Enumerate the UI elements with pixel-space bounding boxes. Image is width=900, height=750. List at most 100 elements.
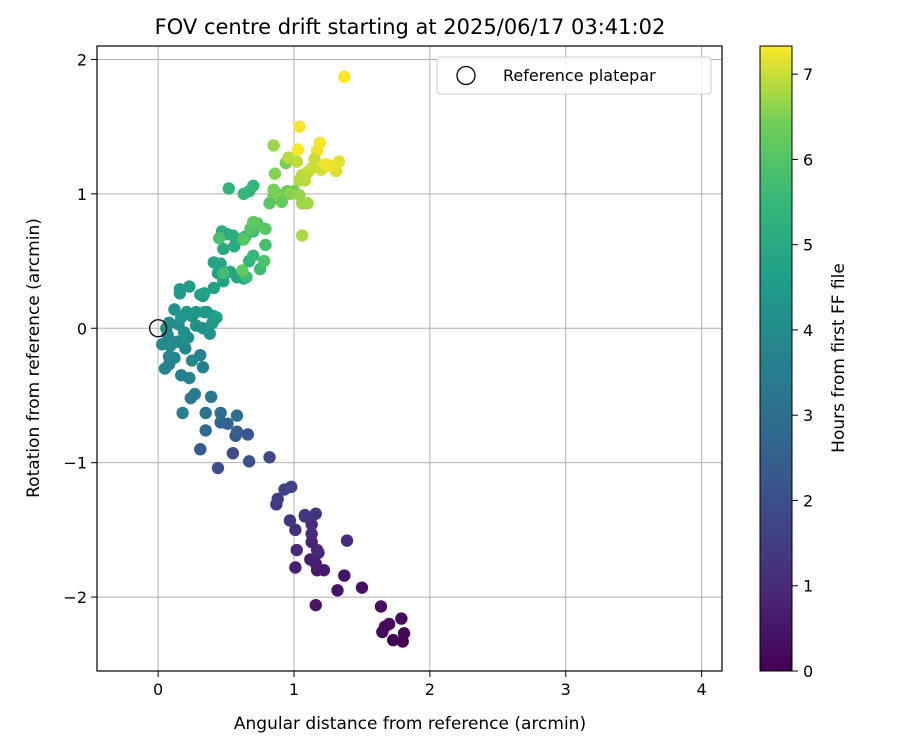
- scatter-point: [168, 303, 181, 316]
- y-tick-label: −1: [63, 454, 87, 473]
- scatter-point: [237, 233, 250, 246]
- scatter-point: [199, 406, 212, 420]
- scatter-point: [247, 215, 260, 229]
- scatter-point: [295, 229, 309, 242]
- scatter-point: [214, 257, 227, 270]
- scatter-point: [194, 443, 207, 456]
- scatter-point: [241, 428, 255, 441]
- scatter-point: [293, 120, 306, 133]
- scatter-point: [283, 187, 297, 201]
- colorbar-tick-label: 1: [803, 577, 813, 596]
- y-tick-label: 1: [77, 185, 87, 204]
- colorbar-label: Hours from first FF file: [829, 263, 849, 453]
- scatter-point: [217, 266, 230, 280]
- scatter-point: [395, 612, 408, 625]
- scatter-point: [298, 174, 312, 187]
- scatter-point: [179, 342, 192, 355]
- colorbar-tick-label: 3: [803, 406, 813, 425]
- scatter-point: [158, 362, 172, 375]
- scatter-point: [317, 563, 331, 577]
- scatter-point: [211, 461, 225, 475]
- y-tick-label: 0: [77, 319, 87, 338]
- scatter-point: [298, 508, 312, 522]
- scatter-point: [313, 136, 327, 149]
- colorbar-tick-label: 4: [803, 321, 813, 340]
- scatter-point: [319, 158, 332, 171]
- scatter-point: [175, 369, 188, 382]
- scatter-point: [291, 143, 305, 156]
- scatter-point: [214, 416, 227, 429]
- scatter-point: [331, 584, 344, 597]
- scatter-point: [259, 238, 272, 252]
- scatter-point: [170, 335, 184, 348]
- scatter-point: [222, 182, 235, 195]
- scatter-point: [289, 561, 302, 574]
- scatter-point: [267, 183, 280, 197]
- legend-label: Reference platepar: [503, 66, 656, 85]
- scatter-point: [290, 543, 303, 557]
- scatter-point: [230, 409, 244, 422]
- scatter-point: [305, 527, 318, 541]
- scatter-point: [257, 254, 271, 268]
- scatter-point: [271, 492, 284, 506]
- scatter-point: [207, 281, 221, 295]
- reference-marker: [148, 319, 168, 338]
- y-axis-label: Rotation from reference (arcmin): [24, 218, 44, 498]
- scatter-point: [259, 222, 272, 235]
- colorbar-tick-label: 5: [803, 236, 813, 255]
- scatter-point: [230, 425, 244, 438]
- scatter-point: [309, 507, 322, 520]
- colorbar-ticks: 0 1 2 3 4 5 6 7: [792, 65, 813, 681]
- colorbar: 0 1 2 3 4 5 6 7 Hours from first FF file: [759, 45, 849, 681]
- scatter-point: [308, 152, 321, 166]
- colorbar-tick-label: 2: [803, 491, 813, 510]
- scatter-point: [247, 179, 260, 192]
- scatter-point: [275, 195, 288, 209]
- y-tick-label: 2: [77, 50, 87, 69]
- scatter-point: [210, 311, 223, 324]
- scatter-point: [214, 406, 227, 420]
- scatter-point: [237, 187, 250, 201]
- x-tick-label: 4: [697, 680, 707, 699]
- scatter-point: [168, 351, 181, 365]
- scatter-point: [310, 543, 324, 557]
- scatter-point: [283, 514, 297, 527]
- colorbar-tick-label: 7: [803, 65, 813, 84]
- x-tick-label: 3: [561, 680, 571, 699]
- scatter-point: [309, 598, 322, 612]
- scatter-point: [188, 387, 202, 401]
- scatter-point: [203, 327, 216, 340]
- scatter-point: [198, 305, 211, 319]
- scatter-point: [177, 326, 191, 339]
- scatter-point: [198, 287, 211, 300]
- legend-box: [436, 56, 712, 95]
- scatter-points: [156, 70, 411, 648]
- colorbar-tick-label: 6: [803, 150, 813, 169]
- x-axis: 0 1 2 3 4: [153, 671, 707, 699]
- scatter-point: [304, 553, 317, 566]
- scatter-point: [374, 600, 388, 613]
- scatter-point: [199, 424, 212, 437]
- scatter-point: [247, 249, 260, 262]
- colorbar-tick-label: 0: [803, 662, 813, 681]
- plot-frame: [96, 45, 723, 672]
- scatter-point: [338, 569, 351, 582]
- scatter-point: [340, 534, 354, 547]
- scatter-point: [285, 480, 298, 494]
- x-tick-label: 2: [425, 680, 435, 699]
- scatter-point: [263, 197, 276, 210]
- scatter-point: [301, 197, 314, 210]
- scatter-point: [196, 361, 210, 374]
- legend-open-circle-icon: [456, 65, 476, 86]
- legend: Reference platepar: [436, 56, 712, 95]
- scatter-point: [282, 151, 295, 164]
- scatter-point: [183, 280, 196, 293]
- y-axis: −2 −1 0 1 2: [63, 50, 97, 607]
- scatter-point: [176, 406, 189, 420]
- scatter-point: [217, 242, 230, 256]
- scatter-point: [226, 447, 240, 460]
- scatter-point: [173, 283, 187, 296]
- scatter-point: [242, 455, 256, 468]
- x-tick-label: 0: [153, 680, 163, 699]
